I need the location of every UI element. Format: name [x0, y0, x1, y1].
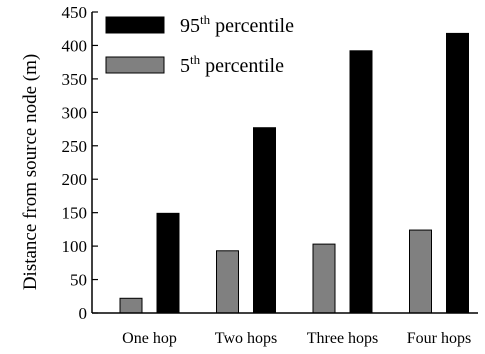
x-tick-label: Two hops [215, 330, 277, 347]
y-tick-label: 300 [62, 103, 88, 122]
x-tick-label: Three hops [307, 330, 379, 347]
y-tick-label: 200 [62, 170, 88, 189]
y-tick-label: 100 [62, 237, 88, 256]
legend-label: 95th percentile [180, 12, 294, 37]
legend-label: 5th percentile [180, 52, 284, 77]
bar-p5-one-hop [119, 297, 143, 314]
y-tick-label: 400 [62, 36, 88, 55]
bar-p95-three-hops [349, 50, 373, 314]
legend: 95th percentile 5th percentile [105, 12, 294, 77]
y-axis-label: Distance from source node (m) [20, 54, 41, 290]
x-tick-label: Four hops [407, 330, 471, 347]
bar-p5-three-hops [312, 243, 336, 314]
bar-p95-one-hop [156, 212, 180, 314]
plot-area [119, 32, 469, 314]
y-tick-label: 50 [70, 271, 87, 290]
x-axis: One hop Two hops Three hops Four hops [92, 312, 478, 347]
bar-p95-four-hops [446, 32, 469, 314]
bar-p5-two-hops [216, 250, 239, 314]
y-tick-label: 250 [62, 137, 88, 156]
legend-swatch [105, 56, 165, 74]
bar-p5-four-hops [409, 229, 432, 314]
x-tick-label: One hop [122, 330, 177, 347]
bar-p95-two-hops [253, 127, 276, 314]
y-axis: 0 50 100 150 200 250 300 350 400 450 [62, 3, 98, 323]
y-tick-label: 0 [79, 304, 88, 323]
y-tick-label: 150 [62, 204, 88, 223]
legend-swatch [105, 16, 165, 34]
y-tick-label: 450 [62, 3, 88, 22]
y-tick-label: 350 [62, 70, 88, 89]
